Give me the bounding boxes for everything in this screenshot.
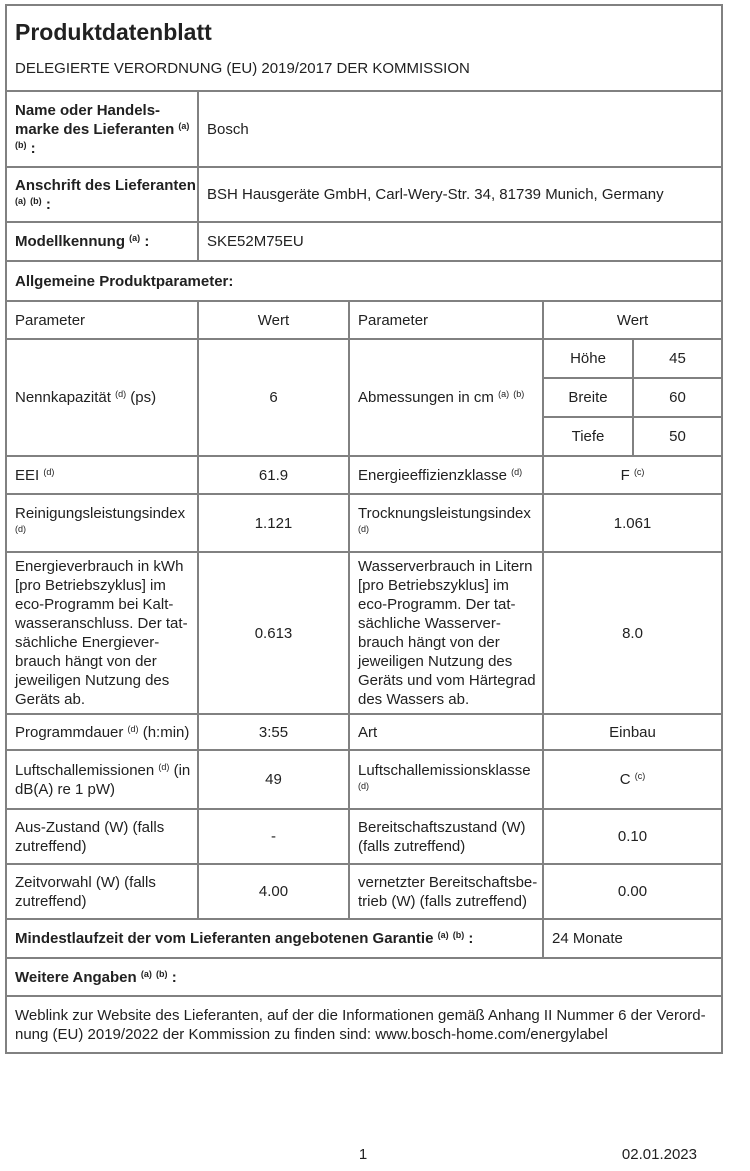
param-drying-index-value: 1.061 bbox=[541, 493, 724, 553]
supplier-weblink-text: Weblink zur Website des Lieferanten, auf… bbox=[4, 995, 724, 1054]
document-date: 02.01.2023 bbox=[621, 1146, 697, 1163]
dimension-row: Tiefe 50 bbox=[6, 416, 724, 457]
header-parameter-left: Parameter bbox=[5, 300, 199, 340]
param-type-label: Art bbox=[348, 713, 544, 751]
table-header-row: Parameter Wert Parameter Wert bbox=[5, 300, 724, 340]
capacity-dimensions-row: Nennkapazität (d) (ps) 6 Abmessungen in … bbox=[5, 338, 724, 457]
supplier-address-label: Anschrift des Lieferanten (a) (b) : bbox=[5, 166, 199, 223]
header-wert-right: Wert bbox=[541, 300, 724, 340]
document-title: Produktdatenblatt bbox=[15, 19, 212, 45]
guarantee-value: 24 Monate bbox=[541, 918, 724, 959]
page-number: 1 bbox=[358, 1146, 368, 1163]
regulation-subtitle: DELEGIERTE VERORDNUNG (EU) 2019/2017 DER… bbox=[15, 60, 470, 77]
param-water-consumption-label: Wasserverbrauch in Litern [pro Betriebszy… bbox=[348, 551, 544, 715]
general-parameters-heading: Allgemeine Produktparameter: bbox=[4, 260, 724, 302]
param-cleaning-index-value: 1.121 bbox=[197, 493, 350, 553]
param-cleaning-index-label: Reinigungsleistungsindex (d) bbox=[5, 493, 199, 553]
supplier-address-value: BSH Hausgeräte GmbH, Carl-Wery-Str. 34, … bbox=[196, 166, 724, 223]
product-datasheet-table: Produktdatenblatt DELEGIERTE VERORDNUNG … bbox=[4, 4, 724, 1054]
param-noise-class-value: C (c) bbox=[541, 749, 724, 810]
dimension-name: Tiefe bbox=[542, 416, 634, 457]
param-networked-standby-label: vernetzter Bereitschaftsbe-trieb (W) (fa… bbox=[348, 863, 544, 920]
param-noise-class-label: Luftschallemissionsklasse (d) bbox=[348, 749, 544, 810]
param-off-mode-value: - bbox=[197, 808, 350, 865]
supplier-name-value: Bosch bbox=[196, 90, 724, 168]
header-parameter-right: Parameter bbox=[348, 300, 544, 340]
duration-type-row: Programmdauer (d) (h:min) 3:55 Art Einba… bbox=[5, 713, 724, 751]
param-delay-start-label: Zeitvorwahl (W) (falls zutreffend) bbox=[5, 863, 199, 920]
param-energy-consumption-value: 0.613 bbox=[197, 551, 350, 715]
param-drying-index-label: Trocknungsleistungsindex (d) bbox=[348, 493, 544, 553]
performance-index-row: Reinigungsleistungsindex (d) 1.121 Trockn… bbox=[5, 493, 724, 553]
param-standby-value: 0.10 bbox=[541, 808, 724, 865]
param-capacity-label: Nennkapazität (d) (ps) bbox=[5, 338, 199, 457]
param-eei-label: EEI (d) bbox=[5, 455, 199, 495]
dimension-value: 45 bbox=[631, 338, 724, 379]
param-dimensions-label: Abmessungen in cm (a) (b) bbox=[348, 338, 544, 457]
guarantee-row: Mindestlaufzeit der vom Lieferanten ange… bbox=[5, 918, 724, 959]
dimension-name: Höhe bbox=[542, 338, 634, 379]
param-energy-class-label: Energieeffizienzklasse (d) bbox=[348, 455, 544, 495]
param-capacity-value: 6 bbox=[197, 338, 350, 457]
page-footer: 1 02.01.2023 bbox=[5, 1146, 721, 1166]
param-networked-standby-value: 0.00 bbox=[541, 863, 724, 920]
guarantee-label: Mindestlaufzeit der vom Lieferanten ange… bbox=[5, 918, 544, 959]
param-water-consumption-value: 8.0 bbox=[541, 551, 724, 715]
param-off-mode-label: Aus-Zustand (W) (falls zutreffend) bbox=[5, 808, 199, 865]
model-id-label: Modellkennung (a) : bbox=[5, 221, 199, 262]
delay-networked-row: Zeitvorwahl (W) (falls zutreffend) 4.00 v… bbox=[5, 863, 724, 920]
param-type-value: Einbau bbox=[541, 713, 724, 751]
param-eei-value: 61.9 bbox=[197, 455, 350, 495]
param-energy-consumption-label: Energieverbrauch in kWh [pro Betriebszykl… bbox=[5, 551, 199, 715]
param-noise-value: 49 bbox=[197, 749, 350, 810]
param-energy-class-value: F (c) bbox=[541, 455, 724, 495]
supplier-name-label: Name oder Handels-marke des Lieferanten … bbox=[5, 90, 199, 168]
param-standby-label: Bereitschaftszustand (W) (falls zutreffen… bbox=[348, 808, 544, 865]
dimension-value: 50 bbox=[631, 416, 724, 457]
param-duration-value: 3:55 bbox=[197, 713, 350, 751]
model-id-row: Modellkennung (a) : SKE52M75EU bbox=[5, 221, 724, 262]
consumption-row: Energieverbrauch in kWh [pro Betriebszykl… bbox=[5, 551, 724, 715]
param-duration-label: Programmdauer (d) (h:min) bbox=[5, 713, 199, 751]
param-noise-label: Luftschallemissionen (d) (in dB(A) re 1 p… bbox=[5, 749, 199, 810]
param-delay-start-value: 4.00 bbox=[197, 863, 350, 920]
off-standby-row: Aus-Zustand (W) (falls zutreffend) - Bere… bbox=[5, 808, 724, 865]
additional-info-label: Weitere Angaben (a) (b) : bbox=[4, 957, 724, 997]
supplier-name-row: Name oder Handels-marke des Lieferanten … bbox=[5, 90, 724, 168]
model-id-value: SKE52M75EU bbox=[196, 221, 724, 262]
dimension-name: Breite bbox=[542, 377, 634, 418]
header-box: Produktdatenblatt DELEGIERTE VERORDNUNG … bbox=[4, 4, 724, 92]
supplier-address-row: Anschrift des Lieferanten (a) (b) : BSH H… bbox=[5, 166, 724, 223]
header-wert-left: Wert bbox=[197, 300, 350, 340]
noise-row: Luftschallemissionen (d) (in dB(A) re 1 p… bbox=[5, 749, 724, 810]
eei-row: EEI (d) 61.9 Energieeffizienzklasse (d) … bbox=[5, 455, 724, 495]
dimension-value: 60 bbox=[631, 377, 724, 418]
dimension-row: Breite 60 bbox=[6, 377, 724, 418]
